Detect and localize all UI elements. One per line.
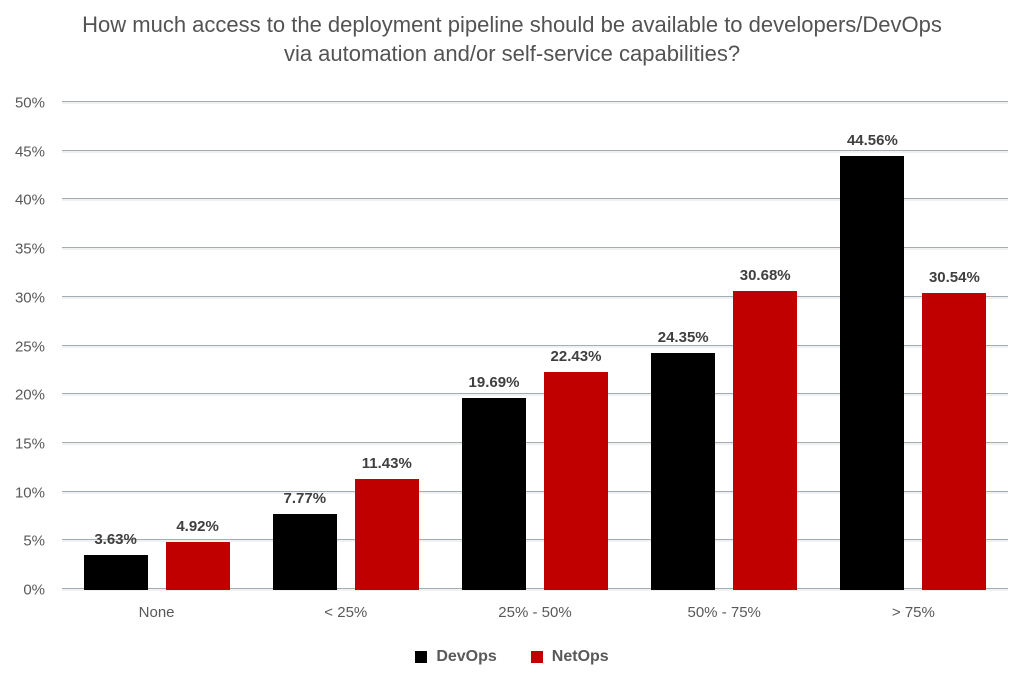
- gridline: [62, 441, 1008, 445]
- devops-legend-swatch: [415, 651, 428, 663]
- bar-column: 22.43%: [543, 347, 608, 590]
- gridline: [62, 539, 1008, 543]
- bar-group: 44.56% 30.54%: [819, 103, 1008, 590]
- y-axis-tick-label: 35%: [14, 240, 45, 258]
- netops-bar: [543, 371, 608, 590]
- x-axis-category-label: 50% - 75%: [687, 604, 761, 621]
- data-label: 24.35%: [657, 328, 709, 346]
- devops-bar: [651, 352, 716, 590]
- y-axis-tick-label: 45%: [14, 143, 45, 161]
- bar-column: 7.77%: [272, 490, 337, 590]
- netops-bar: [733, 291, 798, 590]
- gridline: [62, 198, 1008, 202]
- devops-bar: [83, 554, 148, 590]
- y-axis-tick-label: 50%: [14, 94, 45, 112]
- x-axis-category-label: 25% - 50%: [498, 604, 572, 621]
- data-label: 44.56%: [846, 132, 898, 149]
- netops-bar: [354, 478, 419, 590]
- data-label: 22.43%: [550, 347, 602, 365]
- x-axis-category-label: > 75%: [891, 604, 935, 621]
- bar-group: 19.69% 22.43%: [440, 103, 629, 590]
- plot-area: 0% 5% 10% 15% 20% 25% 30% 35% 40% 45% 50% 3.63% 4.92…: [15, 95, 1008, 621]
- data-label: 3.63%: [94, 530, 137, 548]
- legend-item-devops: DevOps: [415, 648, 497, 666]
- bar-column: 30.54%: [922, 268, 987, 590]
- gridline: [62, 393, 1008, 397]
- bar-group: 24.35% 30.68%: [630, 103, 819, 590]
- y-axis-tick-label: 25%: [14, 338, 45, 355]
- devops-bar: [272, 514, 337, 590]
- legend-label: DevOps: [436, 648, 497, 665]
- netops-bar: [922, 292, 987, 590]
- bar-group: 7.77% 11.43%: [251, 103, 440, 590]
- bar-column: 4.92%: [165, 518, 230, 590]
- gridline: [62, 490, 1008, 494]
- legend-item-netops: NetOps: [530, 648, 609, 666]
- y-axis-tick-label: 0%: [23, 581, 45, 599]
- legend-label: NetOps: [551, 648, 609, 665]
- data-label: 7.77%: [283, 490, 327, 508]
- data-label: 19.69%: [468, 374, 520, 392]
- legend: DevOps NetOps: [0, 648, 1024, 666]
- bar-column: 24.35%: [651, 328, 716, 590]
- bar-column: 19.69%: [461, 374, 526, 590]
- y-axis-tick-label: 20%: [14, 386, 45, 404]
- data-label: 4.92%: [176, 518, 219, 536]
- bar-group: 3.63% 4.92%: [62, 103, 251, 590]
- gridline: [62, 247, 1008, 251]
- x-axis-category-label: None: [138, 604, 175, 621]
- bar-column: 11.43%: [354, 454, 419, 590]
- bar-column: 30.68%: [733, 267, 798, 590]
- netops-bar: [165, 542, 230, 590]
- x-axis-category-label: < 25%: [324, 604, 368, 621]
- gridline: [62, 149, 1008, 153]
- bar-column: 44.56%: [840, 132, 905, 590]
- y-axis-tick-label: 40%: [14, 191, 45, 209]
- data-label: 11.43%: [361, 454, 412, 472]
- devops-bar: [840, 156, 905, 590]
- chart-title: How much access to the deployment pipeli…: [82, 12, 942, 66]
- y-axis-tick-label: 15%: [14, 435, 45, 453]
- gridline: [62, 295, 1008, 299]
- gridline: [62, 588, 1008, 591]
- gridline: [62, 344, 1008, 348]
- bar-column: 3.63%: [83, 530, 148, 590]
- y-axis-tick-label: 30%: [14, 289, 45, 307]
- data-label: 30.68%: [739, 267, 791, 285]
- devops-bar: [461, 398, 526, 590]
- data-label: 30.54%: [928, 268, 980, 286]
- y-axis-tick-label: 5%: [23, 532, 45, 550]
- netops-legend-swatch: [530, 651, 543, 663]
- gridline: [62, 101, 1008, 104]
- y-axis-tick-label: 10%: [14, 484, 45, 502]
